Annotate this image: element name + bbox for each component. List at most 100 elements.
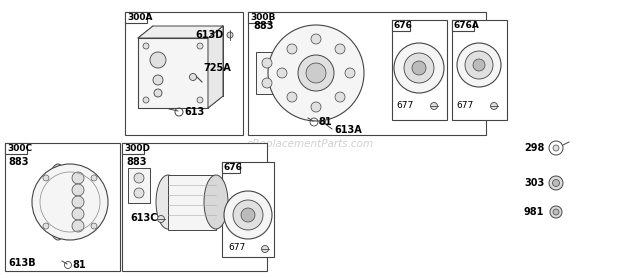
Text: 677: 677 bbox=[396, 101, 414, 110]
Text: 300A: 300A bbox=[127, 13, 153, 22]
Circle shape bbox=[72, 196, 84, 208]
Text: 300B: 300B bbox=[250, 13, 275, 22]
Circle shape bbox=[430, 103, 438, 110]
Circle shape bbox=[157, 215, 164, 222]
Circle shape bbox=[473, 59, 485, 71]
Text: 676: 676 bbox=[394, 21, 413, 30]
Text: 298: 298 bbox=[524, 143, 544, 153]
Circle shape bbox=[72, 220, 84, 232]
Circle shape bbox=[72, 172, 84, 184]
Circle shape bbox=[32, 164, 108, 240]
Text: 883: 883 bbox=[126, 157, 146, 167]
Text: 676: 676 bbox=[224, 163, 243, 172]
Text: 613: 613 bbox=[184, 107, 204, 117]
Circle shape bbox=[43, 223, 49, 229]
Ellipse shape bbox=[204, 175, 228, 229]
Text: 883: 883 bbox=[8, 157, 29, 167]
Circle shape bbox=[190, 73, 197, 81]
Text: 300C: 300C bbox=[7, 144, 32, 153]
Circle shape bbox=[457, 43, 501, 87]
Text: 676A: 676A bbox=[454, 21, 480, 30]
Text: 613D: 613D bbox=[195, 30, 223, 40]
Circle shape bbox=[43, 175, 49, 181]
Text: 981: 981 bbox=[524, 207, 544, 217]
Text: 81: 81 bbox=[72, 260, 86, 270]
Text: 613A: 613A bbox=[334, 125, 361, 135]
Circle shape bbox=[412, 61, 426, 75]
Bar bbox=[392, 20, 409, 31]
Bar bbox=[125, 12, 243, 135]
Circle shape bbox=[311, 34, 321, 44]
Circle shape bbox=[553, 145, 559, 151]
Ellipse shape bbox=[46, 164, 70, 240]
Circle shape bbox=[241, 208, 255, 222]
Text: 613B: 613B bbox=[8, 258, 35, 268]
Circle shape bbox=[143, 43, 149, 49]
Circle shape bbox=[550, 206, 562, 218]
Ellipse shape bbox=[156, 175, 180, 229]
Circle shape bbox=[306, 63, 326, 83]
Bar bbox=[5, 143, 27, 154]
Circle shape bbox=[287, 92, 297, 102]
Bar bbox=[248, 12, 486, 135]
Text: eReplacementParts.com: eReplacementParts.com bbox=[246, 139, 374, 149]
Circle shape bbox=[262, 78, 272, 88]
Text: 613C: 613C bbox=[130, 213, 157, 223]
Bar bbox=[452, 20, 474, 31]
Circle shape bbox=[143, 97, 149, 103]
Circle shape bbox=[154, 89, 162, 97]
Circle shape bbox=[287, 44, 297, 54]
Bar bbox=[319, 120, 325, 123]
Circle shape bbox=[197, 43, 203, 49]
Circle shape bbox=[549, 176, 563, 190]
Bar bbox=[392, 20, 447, 120]
Circle shape bbox=[268, 25, 364, 121]
Circle shape bbox=[465, 51, 493, 79]
Circle shape bbox=[335, 44, 345, 54]
Circle shape bbox=[91, 223, 97, 229]
Circle shape bbox=[490, 103, 497, 110]
Bar bbox=[222, 162, 239, 173]
Text: 81: 81 bbox=[318, 117, 332, 127]
Circle shape bbox=[72, 184, 84, 196]
Text: 300D: 300D bbox=[124, 144, 150, 153]
Circle shape bbox=[134, 173, 144, 183]
Circle shape bbox=[233, 200, 263, 230]
Circle shape bbox=[227, 32, 233, 38]
Text: 677: 677 bbox=[228, 244, 246, 252]
Bar bbox=[138, 38, 208, 108]
Circle shape bbox=[224, 191, 272, 239]
Circle shape bbox=[345, 68, 355, 78]
Text: 725A: 725A bbox=[203, 63, 231, 73]
Text: 677: 677 bbox=[456, 101, 473, 110]
Bar bbox=[248, 12, 270, 23]
Circle shape bbox=[311, 102, 321, 112]
Circle shape bbox=[335, 92, 345, 102]
Circle shape bbox=[394, 43, 444, 93]
Text: 883: 883 bbox=[253, 21, 273, 31]
Bar bbox=[5, 143, 120, 271]
Circle shape bbox=[262, 245, 268, 252]
Circle shape bbox=[197, 97, 203, 103]
Bar bbox=[222, 162, 274, 257]
Bar bbox=[256, 52, 278, 94]
Bar bbox=[128, 168, 150, 203]
Circle shape bbox=[298, 55, 334, 91]
Circle shape bbox=[553, 209, 559, 215]
Bar bbox=[122, 143, 144, 154]
Circle shape bbox=[262, 58, 272, 68]
Bar bbox=[452, 20, 507, 120]
Circle shape bbox=[404, 53, 434, 83]
Polygon shape bbox=[208, 26, 223, 108]
Circle shape bbox=[277, 68, 287, 78]
Bar bbox=[168, 175, 216, 230]
Bar bbox=[122, 143, 267, 271]
Circle shape bbox=[72, 208, 84, 220]
Text: 303: 303 bbox=[524, 178, 544, 188]
Circle shape bbox=[91, 175, 97, 181]
Polygon shape bbox=[138, 26, 223, 38]
Circle shape bbox=[150, 52, 166, 68]
Circle shape bbox=[552, 180, 559, 187]
Circle shape bbox=[153, 75, 163, 85]
Bar bbox=[125, 12, 147, 23]
